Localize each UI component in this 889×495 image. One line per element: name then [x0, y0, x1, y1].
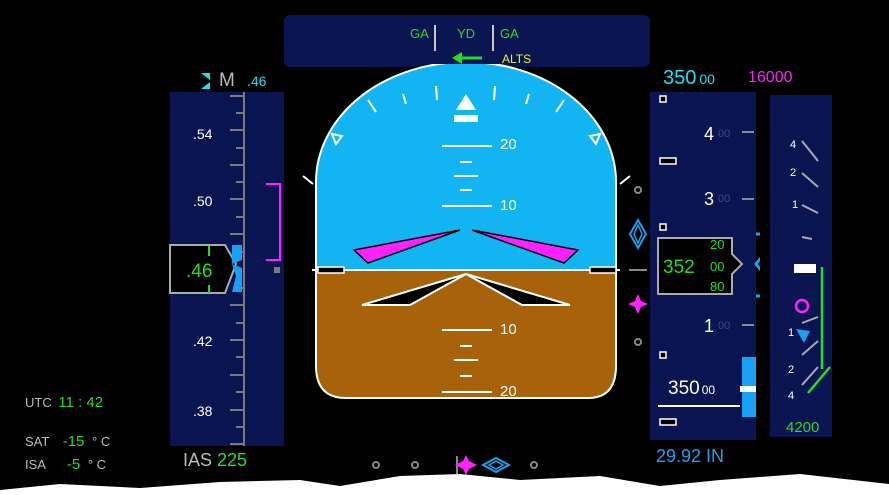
fma-center-mode: YD [457, 26, 476, 41]
utc-readout: UTC 11 : 42 [25, 394, 104, 411]
localizer-scale [372, 455, 538, 475]
fma-right-mode: GA [500, 26, 519, 41]
vsi-tick-label: 2 [788, 364, 795, 376]
vertical-speed-indicator [770, 95, 832, 437]
altitude-tick-label: 1 [704, 316, 715, 336]
speed-tape [169, 92, 284, 446]
attitude-indicator [302, 64, 631, 399]
fma-divider [434, 25, 436, 51]
selected-altitude: 350 00 [663, 67, 715, 89]
speed-tick-label: .54 [193, 126, 213, 142]
fma-divider [492, 25, 494, 51]
fma-left-mode: GA [410, 26, 429, 41]
vsi-tick-label: 2 [790, 167, 797, 179]
vsi-tick-label: 4 [788, 390, 795, 402]
mach-trend-icon [201, 73, 210, 89]
pitch-label: 20 [500, 136, 517, 153]
pitch-label: 10 [500, 321, 517, 338]
vsi-tick-label: 4 [790, 139, 797, 151]
altitude-tick-label: 4 [704, 124, 715, 144]
fma-armed-mode: ALTS [502, 52, 532, 66]
altitude-tick-sub: 00 [718, 193, 731, 205]
vertical-speed-readout: 4200 [786, 419, 820, 436]
isa-readout: ISA -5 ° C [25, 456, 107, 473]
baro-setting: 29.92 IN [656, 446, 725, 466]
glideslope-scale [628, 186, 648, 346]
altitude-tick-label: 3 [704, 189, 715, 209]
sat-readout: SAT -15 ° C [25, 433, 111, 450]
speed-tick-label: .50 [193, 193, 213, 209]
ias-readout: IAS 225 [183, 450, 248, 470]
altitude-roll-mid: 00 [710, 259, 725, 274]
baro-minimums: 16000 [748, 69, 793, 86]
altitude-tape [650, 92, 760, 440]
vsi-tick-label: 1 [792, 199, 799, 211]
bank-pointer-icon [456, 94, 476, 110]
altitude-roll-bottom: 80 [710, 279, 725, 294]
bottom-edge [0, 474, 889, 495]
speed-tick-label: .42 [193, 333, 213, 349]
left-arrow-icon [452, 52, 482, 64]
flight-mode-annunciator: GA YD GA ALTS [284, 15, 650, 67]
vsi-tick-label: 1 [788, 327, 795, 339]
current-mach-readout: .46 [186, 261, 213, 282]
pitch-label: 20 [500, 383, 517, 400]
pitch-label: 10 [500, 197, 517, 214]
current-altitude-readout: 352 [663, 257, 695, 278]
selected-altitude-bug: 350 00 [668, 378, 716, 399]
altitude-tick-sub: 00 [718, 128, 731, 140]
altitude-tick-sub: 00 [718, 320, 731, 332]
speed-tick-label: .38 [193, 403, 213, 419]
altitude-roll-top: 20 [710, 237, 725, 252]
